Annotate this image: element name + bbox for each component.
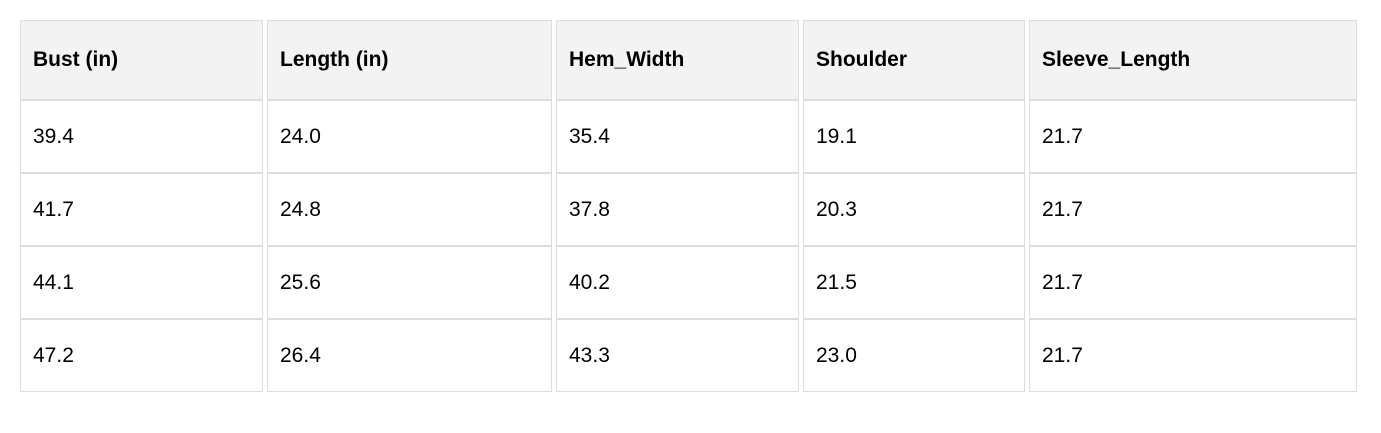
cell-length: 24.0 [267,100,552,173]
cell-hem-width: 37.8 [556,173,799,246]
cell-hem-width: 43.3 [556,319,799,392]
cell-shoulder: 20.3 [803,173,1025,246]
column-header-shoulder: Shoulder [803,20,1025,100]
cell-bust: 41.7 [20,173,263,246]
header-row: Bust (in) Length (in) Hem_Width Shoulder… [20,20,1357,100]
size-chart-table: Bust (in) Length (in) Hem_Width Shoulder… [16,20,1361,392]
cell-sleeve-length: 21.7 [1029,319,1357,392]
cell-shoulder: 23.0 [803,319,1025,392]
cell-hem-width: 40.2 [556,246,799,319]
cell-sleeve-length: 21.7 [1029,246,1357,319]
cell-hem-width: 35.4 [556,100,799,173]
cell-sleeve-length: 21.7 [1029,173,1357,246]
column-header-sleeve-length: Sleeve_Length [1029,20,1357,100]
cell-length: 25.6 [267,246,552,319]
table-row: 41.7 24.8 37.8 20.3 21.7 [20,173,1357,246]
cell-sleeve-length: 21.7 [1029,100,1357,173]
table-row: 44.1 25.6 40.2 21.5 21.7 [20,246,1357,319]
cell-shoulder: 19.1 [803,100,1025,173]
cell-length: 24.8 [267,173,552,246]
column-header-length: Length (in) [267,20,552,100]
cell-bust: 47.2 [20,319,263,392]
cell-bust: 44.1 [20,246,263,319]
column-header-bust: Bust (in) [20,20,263,100]
cell-length: 26.4 [267,319,552,392]
table-row: 47.2 26.4 43.3 23.0 21.7 [20,319,1357,392]
table-row: 39.4 24.0 35.4 19.1 21.7 [20,100,1357,173]
column-header-hem-width: Hem_Width [556,20,799,100]
cell-shoulder: 21.5 [803,246,1025,319]
cell-bust: 39.4 [20,100,263,173]
